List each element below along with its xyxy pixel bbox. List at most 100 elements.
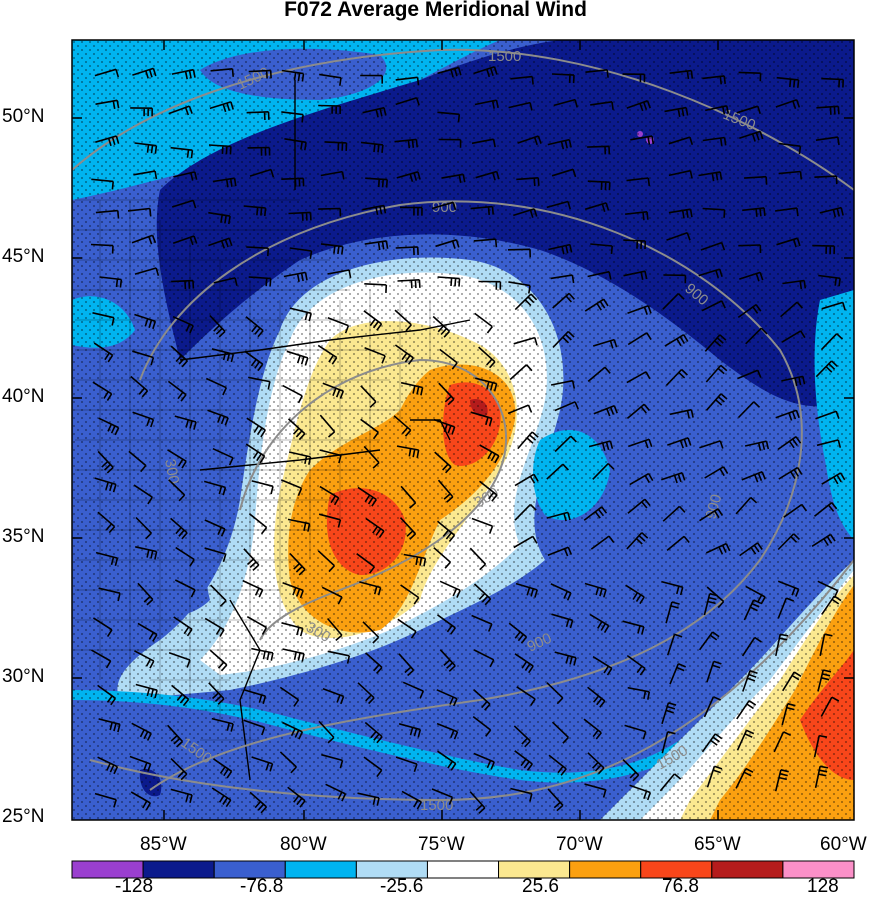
wind-barb [282, 581, 304, 599]
wind-barb [320, 243, 344, 255]
wind-barb [395, 246, 419, 256]
wind-barb [132, 67, 157, 79]
wind-barb [589, 613, 610, 634]
wind-barb [473, 649, 495, 668]
wind-barb [513, 725, 531, 748]
colorbar-label: -128 [115, 876, 154, 897]
wind-barb [659, 773, 682, 792]
wind-barb [325, 783, 347, 802]
wind-barb [821, 301, 846, 311]
wind-barb [208, 144, 232, 155]
wind-barb [777, 436, 802, 451]
wind-barb [703, 592, 718, 616]
wind-barb [776, 76, 800, 88]
wind-barb [811, 533, 836, 547]
wind-barb [402, 681, 425, 699]
wind-barb [173, 171, 198, 181]
wind-barb [173, 616, 193, 637]
wind-barb [587, 366, 611, 383]
wind-barb [735, 767, 754, 789]
wind-barb [130, 791, 151, 811]
wind-barb [473, 238, 498, 248]
wind-barb [737, 303, 762, 319]
wind-barb [437, 479, 454, 503]
wind-barb [439, 348, 458, 370]
wind-barb [319, 485, 340, 506]
wind-barb [94, 477, 117, 493]
wind-barb [744, 175, 768, 185]
wind-barb [821, 595, 842, 615]
wind-barb [357, 792, 380, 806]
wind-barb [167, 380, 187, 402]
wind-barb [203, 480, 227, 496]
wind-barb [246, 246, 270, 257]
wind-barb [95, 99, 120, 110]
wind-barb [516, 686, 536, 707]
wind-barb [509, 364, 533, 381]
wind-barb [702, 75, 726, 85]
wind-barb [551, 613, 574, 629]
colorbar-swatch [426, 860, 500, 879]
wind-barb [94, 68, 120, 78]
wind-barb [514, 653, 534, 674]
wind-barb [98, 587, 121, 602]
lon-label: 70°W [556, 834, 603, 855]
wind-barb [475, 377, 498, 392]
wind-barb [703, 696, 722, 718]
wind-barb [669, 69, 694, 80]
wind-barb [435, 239, 460, 249]
wind-barb [776, 237, 801, 248]
wind-barb [357, 486, 377, 507]
wind-barb [431, 788, 454, 806]
wind-barb [473, 689, 491, 711]
wind-barb [170, 788, 193, 803]
wind-barb [127, 207, 152, 217]
wind-barb [705, 105, 730, 115]
wind-barb [471, 614, 493, 632]
wind-barb [248, 276, 272, 287]
wind-barb [168, 105, 193, 116]
colorbar-swatch [142, 860, 215, 879]
wind-barb [319, 73, 342, 86]
map-field: 1500 1500 1500 900 900 900 300 300 300 9… [72, 40, 854, 820]
wind-barb [508, 101, 533, 111]
wind-barb [135, 546, 158, 560]
wind-barb [281, 111, 304, 123]
wind-barb [130, 107, 153, 117]
wind-barb [436, 689, 458, 707]
wind-barb [547, 546, 573, 557]
wind-barb [396, 171, 421, 182]
wind-barb [585, 69, 609, 78]
wind-barb [248, 376, 271, 390]
wind-barb [132, 350, 155, 366]
map-title: F072 Average Meridional Wind [284, 0, 587, 21]
wind-barb [665, 368, 688, 386]
wind-barb [318, 207, 342, 217]
wind-barb [668, 208, 693, 219]
wind-barb [821, 77, 844, 88]
wind-barb [629, 784, 652, 801]
wind-barb [736, 729, 755, 751]
wind-barb [282, 648, 305, 662]
wind-barb [209, 101, 234, 113]
wind-barb [774, 207, 799, 217]
wind-barb [780, 301, 803, 318]
wind-barbs [90, 66, 846, 814]
wind-barb [289, 247, 313, 260]
wind-barb [438, 382, 455, 406]
wind-barb [626, 403, 651, 420]
wind-barb [815, 136, 840, 146]
wind-barb [399, 517, 417, 540]
wind-barb [279, 686, 300, 707]
wind-barb [438, 138, 462, 148]
wind-barb [778, 142, 802, 155]
wind-barb [661, 702, 677, 725]
wind-barb [550, 583, 572, 601]
wind-barb [814, 501, 838, 517]
wind-barb [514, 293, 538, 311]
wind-barb [251, 480, 274, 495]
lat-label: 40°N [2, 386, 45, 407]
wind-barb [471, 138, 496, 148]
wind-barb [437, 66, 462, 78]
wind-barb [661, 472, 686, 484]
